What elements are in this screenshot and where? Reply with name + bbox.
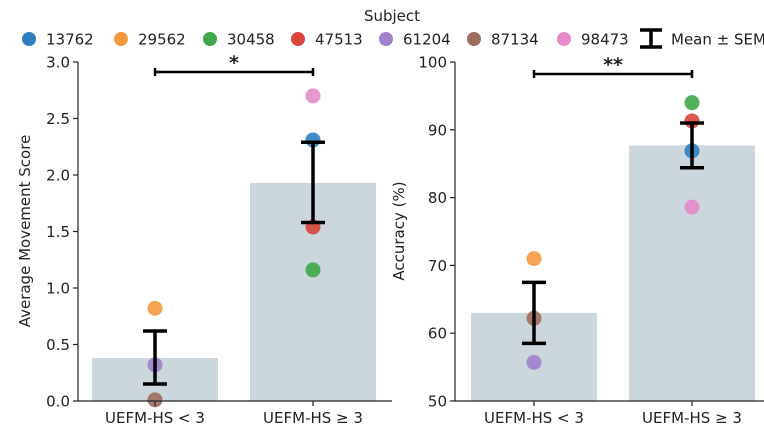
chart-panel-accuracy: ** 50 60 70 80 90 100 UEFM-HS < 3 UEFM-HS ≥ 3 Acc… <box>390 54 764 427</box>
legend-label: 13762 <box>46 31 94 49</box>
y-tick-label: 3.0 <box>46 54 70 72</box>
y-tick-label: 0.0 <box>46 393 70 411</box>
y-axis-label: Average Movement Score <box>16 135 34 328</box>
y-tick-label: 1.0 <box>46 280 70 298</box>
legend-marker <box>467 32 481 46</box>
legend-item: 61204 <box>379 31 451 49</box>
data-point <box>147 392 163 408</box>
y-tick-label: 80 <box>428 189 447 207</box>
data-point <box>147 300 163 316</box>
legend-title: Subject <box>364 7 420 25</box>
y-tick-label: 2.5 <box>46 110 70 128</box>
y-axis-label: Accuracy (%) <box>390 181 408 280</box>
legend-label: 47513 <box>315 31 363 49</box>
y-tick-label: 70 <box>428 257 447 275</box>
significance-bracket: * <box>153 52 315 76</box>
x-tick-label: UEFM-HS < 3 <box>484 409 584 427</box>
y-tick-label: 90 <box>428 121 447 139</box>
error-bar <box>301 140 325 225</box>
x-tick-label: UEFM-HS ≥ 3 <box>642 409 742 427</box>
x-tick-label: UEFM-HS < 3 <box>105 409 205 427</box>
y-tick-label: 1.5 <box>46 223 70 241</box>
y-tick-label: 60 <box>428 325 447 343</box>
y-tick-label: 0.5 <box>46 336 70 354</box>
legend-marker <box>291 32 305 46</box>
legend: Subject 13762 29562 30458 47513 61204 87134 98… <box>22 7 764 49</box>
legend-item: 87134 <box>467 31 539 49</box>
error-bar <box>680 121 704 170</box>
chart-panel-movement-score: * 0.0 0.5 1.0 1.5 2.0 2.5 3.0 UEFM-HS < 3 UEFM-HS… <box>16 52 392 427</box>
data-point <box>526 251 542 267</box>
legend-item: 13762 <box>22 31 94 49</box>
significance-label: ** <box>603 54 623 76</box>
legend-item: 29562 <box>114 31 186 49</box>
data-point <box>684 199 700 215</box>
legend-label: 98473 <box>581 31 629 49</box>
legend-marker <box>557 32 571 46</box>
x-tick-label: UEFM-HS ≥ 3 <box>263 409 363 427</box>
legend-item-mean: Mean ± SEM <box>640 28 764 49</box>
bar <box>629 145 755 401</box>
data-point <box>305 88 321 104</box>
significance-bracket: ** <box>532 54 694 78</box>
y-tick-label: 50 <box>428 393 447 411</box>
error-bar <box>143 329 167 386</box>
legend-label: 29562 <box>138 31 186 49</box>
y-tick-label: 100 <box>418 54 447 72</box>
legend-item: 47513 <box>291 31 363 49</box>
y-tick-label: 2.0 <box>46 167 70 185</box>
legend-label: 87134 <box>491 31 539 49</box>
legend-item: 30458 <box>203 31 275 49</box>
legend-label: 61204 <box>403 31 451 49</box>
data-point <box>526 354 542 370</box>
data-point <box>305 262 321 278</box>
error-bar <box>522 280 546 346</box>
legend-label: 30458 <box>227 31 275 49</box>
legend-label-mean: Mean ± SEM <box>671 31 764 49</box>
legend-marker <box>22 32 36 46</box>
significance-label: * <box>229 52 239 74</box>
legend-marker <box>114 32 128 46</box>
data-point <box>684 95 700 111</box>
legend-item: 98473 <box>557 31 629 49</box>
legend-marker <box>203 32 217 46</box>
legend-marker <box>379 32 393 46</box>
